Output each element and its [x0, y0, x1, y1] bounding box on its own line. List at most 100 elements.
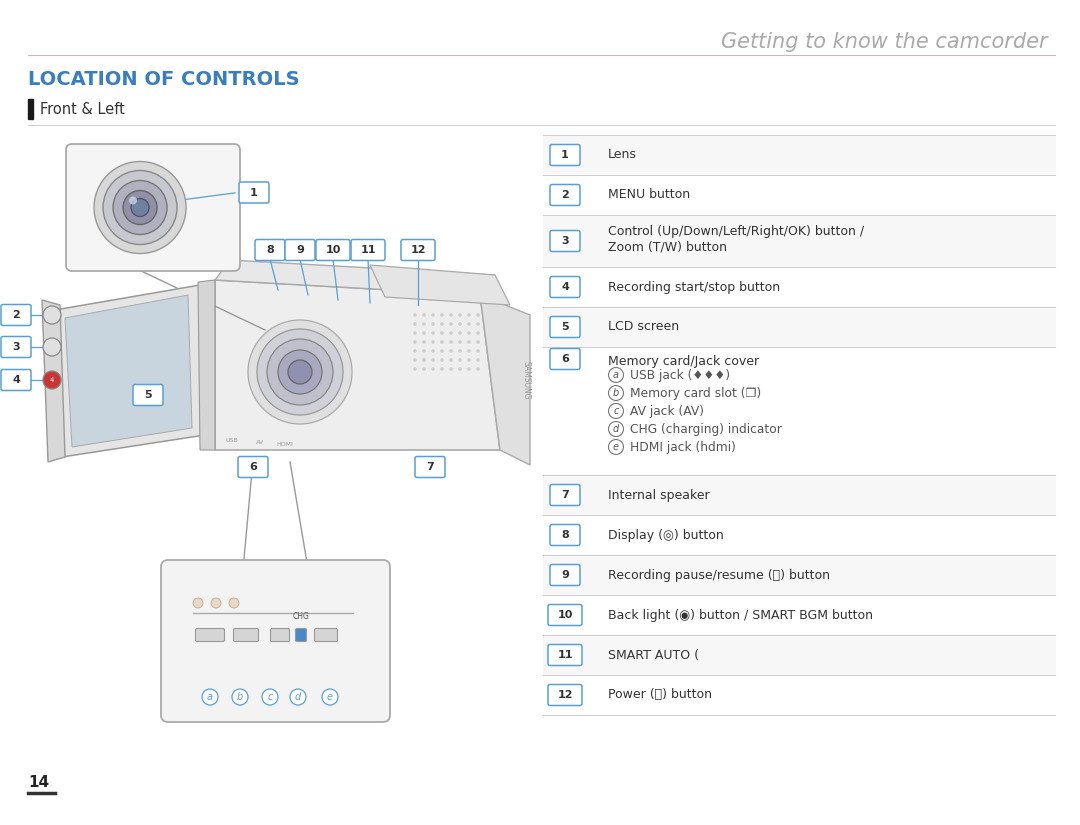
- Circle shape: [229, 598, 239, 608]
- Circle shape: [476, 314, 480, 317]
- Text: 9: 9: [296, 245, 303, 255]
- Circle shape: [608, 403, 623, 418]
- Text: 9: 9: [562, 570, 569, 580]
- Text: 1: 1: [251, 187, 258, 197]
- Circle shape: [248, 320, 352, 424]
- Text: Zoom (T/W) button: Zoom (T/W) button: [608, 241, 727, 254]
- Circle shape: [608, 367, 623, 383]
- Circle shape: [449, 331, 453, 335]
- Text: SAMSUNG: SAMSUNG: [522, 361, 530, 399]
- Text: b: b: [237, 692, 243, 702]
- Circle shape: [449, 367, 453, 370]
- Polygon shape: [215, 260, 495, 295]
- Circle shape: [468, 323, 471, 326]
- Text: MENU button: MENU button: [608, 188, 690, 201]
- Text: d: d: [295, 692, 301, 702]
- Circle shape: [431, 331, 435, 335]
- Circle shape: [476, 340, 480, 344]
- Circle shape: [458, 358, 462, 362]
- Text: Lens: Lens: [608, 148, 637, 162]
- Text: c: c: [613, 406, 619, 416]
- Text: Memory card slot (❐): Memory card slot (❐): [630, 386, 761, 399]
- Circle shape: [422, 358, 426, 362]
- Circle shape: [431, 358, 435, 362]
- Bar: [543, 595, 1055, 635]
- Bar: [543, 215, 1055, 267]
- Circle shape: [468, 367, 471, 370]
- Circle shape: [257, 329, 343, 415]
- Text: 2: 2: [562, 190, 569, 200]
- Text: LCD screen: LCD screen: [608, 320, 679, 333]
- FancyBboxPatch shape: [550, 276, 580, 298]
- Text: LOCATION OF CONTROLS: LOCATION OF CONTROLS: [28, 70, 299, 89]
- Circle shape: [431, 314, 435, 317]
- Circle shape: [431, 340, 435, 344]
- Bar: [543, 675, 1055, 715]
- FancyBboxPatch shape: [270, 629, 289, 642]
- Text: a: a: [207, 692, 213, 702]
- Bar: [543, 135, 1055, 175]
- FancyBboxPatch shape: [133, 384, 163, 406]
- Text: Internal speaker: Internal speaker: [608, 488, 710, 502]
- Text: 6: 6: [562, 354, 569, 364]
- Polygon shape: [198, 280, 215, 450]
- Circle shape: [458, 367, 462, 370]
- Text: 8: 8: [562, 530, 569, 540]
- Circle shape: [422, 367, 426, 370]
- Circle shape: [458, 331, 462, 335]
- Circle shape: [441, 367, 444, 370]
- Circle shape: [94, 162, 186, 253]
- Circle shape: [43, 338, 60, 356]
- FancyBboxPatch shape: [233, 629, 258, 642]
- Circle shape: [113, 181, 167, 234]
- FancyBboxPatch shape: [401, 239, 435, 261]
- Text: Getting to know the camcorder: Getting to know the camcorder: [721, 32, 1048, 52]
- Text: 8: 8: [266, 245, 274, 255]
- Circle shape: [608, 440, 623, 455]
- Circle shape: [458, 340, 462, 344]
- Circle shape: [193, 598, 203, 608]
- Circle shape: [458, 314, 462, 317]
- Circle shape: [422, 314, 426, 317]
- Text: e: e: [613, 442, 619, 452]
- Circle shape: [414, 349, 417, 353]
- FancyBboxPatch shape: [255, 239, 285, 261]
- Text: 14: 14: [28, 775, 49, 790]
- Circle shape: [449, 323, 453, 326]
- Polygon shape: [65, 295, 192, 447]
- Text: USB: USB: [226, 438, 239, 443]
- Circle shape: [449, 349, 453, 353]
- Circle shape: [458, 323, 462, 326]
- Text: HDMI: HDMI: [276, 442, 294, 447]
- Text: 5: 5: [562, 322, 569, 332]
- FancyBboxPatch shape: [550, 348, 580, 370]
- Text: Front & Left: Front & Left: [40, 101, 125, 116]
- Text: d: d: [612, 424, 619, 434]
- Text: 6: 6: [249, 462, 257, 472]
- Circle shape: [476, 323, 480, 326]
- Circle shape: [291, 689, 306, 705]
- FancyBboxPatch shape: [161, 560, 390, 722]
- FancyBboxPatch shape: [351, 239, 384, 261]
- FancyBboxPatch shape: [314, 629, 337, 642]
- FancyBboxPatch shape: [239, 182, 269, 203]
- Circle shape: [422, 331, 426, 335]
- Circle shape: [414, 331, 417, 335]
- Text: Power (⏻) button: Power (⏻) button: [608, 689, 712, 701]
- Circle shape: [608, 385, 623, 400]
- Circle shape: [414, 358, 417, 362]
- Text: 3: 3: [562, 236, 569, 246]
- Polygon shape: [215, 280, 500, 450]
- Text: Back light (◉) button / SMART BGM button: Back light (◉) button / SMART BGM button: [608, 609, 873, 621]
- Bar: [543, 475, 1055, 515]
- FancyBboxPatch shape: [548, 605, 582, 625]
- Text: c: c: [268, 692, 272, 702]
- Text: 2: 2: [12, 310, 19, 320]
- Text: 12: 12: [557, 690, 572, 700]
- FancyBboxPatch shape: [550, 185, 580, 205]
- FancyBboxPatch shape: [550, 144, 580, 166]
- Polygon shape: [42, 300, 65, 462]
- FancyBboxPatch shape: [238, 456, 268, 478]
- Circle shape: [449, 314, 453, 317]
- Circle shape: [476, 331, 480, 335]
